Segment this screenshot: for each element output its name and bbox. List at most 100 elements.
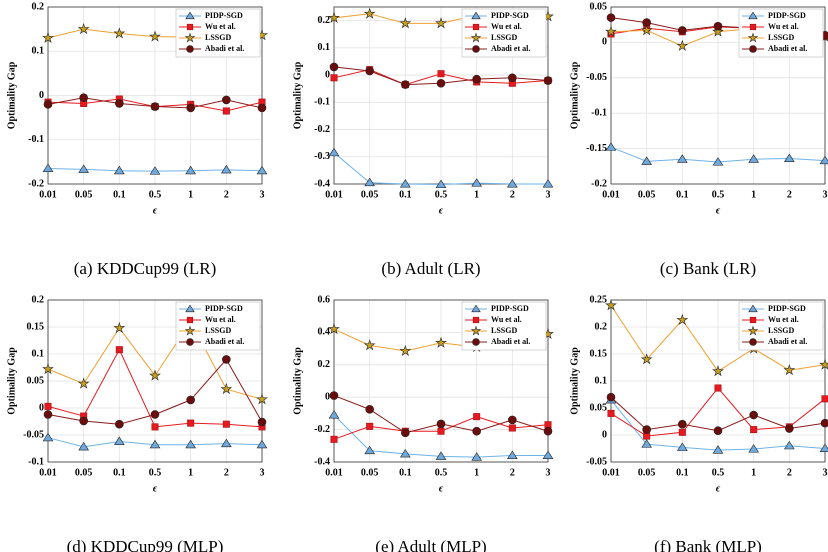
x-tick-label: 0.5 [712,467,725,478]
legend-label: Abadi et al. [491,337,530,346]
marker [365,405,374,414]
marker [641,439,653,448]
x-tick-label: 1 [474,467,479,478]
legend-label: LSSGD [205,33,231,42]
marker [43,100,53,109]
marker [640,24,653,36]
marker [186,103,195,113]
marker [256,165,268,175]
marker [471,452,483,461]
marker [749,45,757,53]
y-tick-label: -0.15 [586,143,607,154]
marker [257,417,267,427]
marker [542,179,554,188]
x-axis-label: ϵ [153,483,158,494]
legend-label: Wu et al. [205,315,236,324]
legend-label: PIDP-SGD [768,11,806,20]
x-tick-label: 3 [823,189,828,200]
marker [783,364,796,376]
marker [113,436,125,445]
x-tick-label: 0.5 [435,467,448,478]
x-tick-label: 0.05 [638,467,656,478]
marker [115,346,123,354]
y-tick-label: 0.2 [318,15,331,26]
caption: (c) Bank (LR) [660,259,756,278]
plot-frame [610,299,826,463]
legend-label: Wu et al. [768,22,799,31]
legend-label: PIDP-SGD [205,11,243,20]
marker [328,410,340,419]
y-tick-label: 0.2 [32,1,45,12]
marker [113,321,126,334]
marker [712,25,724,37]
marker [399,179,411,188]
x-tick-label: 0.1 [399,467,412,478]
marker [748,444,760,453]
legend-label: LSSGD [768,326,794,335]
marker [471,304,481,313]
marker [43,410,53,419]
marker [220,164,232,174]
marker [508,424,516,432]
marker [508,73,517,83]
marker [678,419,687,429]
y-tick-label: 0.15 [590,348,608,359]
marker [328,322,340,335]
marker [470,325,482,336]
x-tick-label: 0.05 [361,467,379,478]
x-tick-label: 1 [474,189,479,200]
y-tick-label: 0 [602,37,607,48]
marker [642,425,651,434]
marker [150,410,160,419]
y-tick-label: 0 [602,429,607,440]
marker [749,316,757,324]
y-tick-label: -0.05 [586,456,607,467]
caption: (a) KDDCup99 (LR) [74,259,217,278]
y-tick-label: 0.05 [590,402,608,413]
marker [712,365,724,377]
marker [222,107,230,115]
panel: -0.4 -0.2 0 0.2 0.4 0.6 0.01 0.05 0.1 0.5 1 2 3 ϵ Opti… [292,294,554,552]
y-tick-label: -0.2 [591,178,607,189]
legend-label: Abadi et al. [491,44,530,53]
x-tick-label: 0.05 [75,189,93,200]
y-axis-label: Optimality Gap [6,347,17,415]
marker [222,355,231,364]
marker [676,39,689,51]
marker [186,316,194,324]
marker [363,339,376,351]
marker [42,432,54,442]
x-tick-label: 0.01 [602,467,620,478]
marker [543,426,553,436]
x-axis-label: ϵ [439,205,444,216]
marker [435,179,447,189]
marker [149,30,161,42]
legend-label: PIDP-SGD [205,304,243,313]
marker [819,443,828,453]
x-tick-label: 3 [260,189,265,200]
marker [783,153,795,163]
marker [542,450,554,460]
caption: (e) Adult (MLP) [375,537,486,552]
marker [329,391,339,400]
x-tick-label: 1 [751,189,756,200]
marker [77,377,90,389]
marker [435,17,447,29]
marker [184,32,196,43]
marker [151,423,159,431]
y-tick-label: -0.2 [314,424,330,435]
y-axis-label: Optimality Gap [569,347,580,415]
marker [149,439,161,449]
marker [184,325,196,336]
caption: (b) Adult (LR) [381,259,480,278]
plot-frame [610,6,826,185]
marker [399,448,411,458]
marker [222,95,231,105]
marker [472,74,481,84]
legend-label: LSSGD [768,33,794,42]
marker [676,442,688,451]
y-tick-label: 0 [39,402,44,413]
legend-label: PIDP-SGD [491,304,529,313]
marker [42,362,54,375]
